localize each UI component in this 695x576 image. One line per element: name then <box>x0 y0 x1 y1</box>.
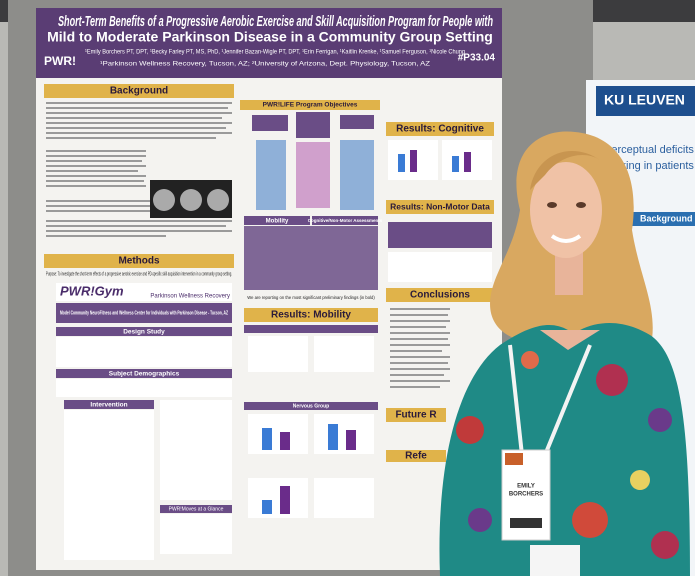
body-text <box>390 308 450 388</box>
figure <box>160 514 232 554</box>
section-header <box>244 216 310 225</box>
box <box>64 410 154 560</box>
section-title: Nervous Group <box>293 403 329 409</box>
section-title: Results: Cognitive <box>396 124 484 135</box>
badge-name: BORCHERS <box>509 492 543 498</box>
section-header <box>386 122 494 136</box>
section-title: Subject Demographics <box>109 371 180 378</box>
section-header <box>386 288 494 302</box>
section-title: Cognitive/Non-Motor Assessments <box>308 218 383 223</box>
section-header <box>160 505 232 513</box>
section-header <box>56 369 232 378</box>
section-title: Results: Mobility <box>271 310 351 321</box>
section-title: Design Study <box>123 329 165 336</box>
body-text <box>46 102 232 237</box>
gym-logo-band <box>56 283 232 301</box>
center-box <box>56 303 232 323</box>
center: Model Community NeuroFitness and Wellnes… <box>60 310 228 316</box>
section-title: PWR!Moves at a Glance <box>169 506 224 512</box>
section-header <box>244 402 378 410</box>
section-title: Background <box>640 213 693 223</box>
table <box>56 379 232 397</box>
section-header <box>44 84 234 98</box>
paper <box>530 545 580 576</box>
table <box>388 222 492 248</box>
section-title: Intervention <box>90 402 127 409</box>
box <box>388 252 492 282</box>
section-header <box>386 450 446 462</box>
section-title: Refe <box>405 451 427 462</box>
side-logo-box <box>596 86 695 116</box>
section-header <box>240 100 380 110</box>
section-header <box>386 200 494 214</box>
table <box>244 226 378 290</box>
section-title: Future R <box>395 410 437 421</box>
purpose: Purpose: To investigate the short-term e… <box>46 271 232 277</box>
box <box>56 337 232 367</box>
poster-title: Short-Term Benefits of a Progressive Aer… <box>58 13 493 30</box>
side-logo: KU LEUVEN <box>604 92 685 108</box>
gym-logo: PWR!Gym <box>60 283 124 298</box>
gym-sub: Parkinson Wellness Recovery <box>150 294 230 300</box>
section-title: Results: Non-Motor Data <box>390 201 490 211</box>
section-title: Conclusions <box>410 290 470 301</box>
barcode <box>510 518 542 528</box>
section-header <box>44 254 234 268</box>
charts <box>248 414 374 518</box>
section-header <box>244 325 378 333</box>
charts <box>388 140 492 180</box>
charts <box>248 336 374 372</box>
authors: ¹Emily Borchers PT, DPT, ¹Becky Farley P… <box>85 50 465 56</box>
section-header <box>244 308 378 322</box>
table <box>160 400 232 500</box>
side-title: Perceptual deficits of ga <box>604 144 695 156</box>
poster-title: Mild to Moderate Parkinson Disease in a … <box>47 29 493 45</box>
section-title: Background <box>110 86 168 97</box>
section-header <box>64 400 154 409</box>
note: We are reporting on the most significant… <box>247 295 375 300</box>
badge-logo <box>505 453 523 465</box>
flow-diagram <box>252 112 374 210</box>
section-header <box>56 327 232 336</box>
section-title: Mobility <box>266 219 289 225</box>
section-header <box>386 408 446 422</box>
section-title: Methods <box>118 256 160 267</box>
badge-name: EMILY <box>517 484 535 490</box>
poster-number: #P33.04 <box>458 53 496 64</box>
affiliation: ¹Parkinson Wellness Recovery, Tucson, AZ… <box>100 62 430 68</box>
poster-header <box>36 8 502 78</box>
section-header <box>630 212 695 226</box>
poster-logo: PWR! <box>44 54 76 68</box>
flowers <box>456 351 679 559</box>
section-header <box>312 216 378 225</box>
section-title: PWR!LIFE Program Objectives <box>263 102 358 109</box>
